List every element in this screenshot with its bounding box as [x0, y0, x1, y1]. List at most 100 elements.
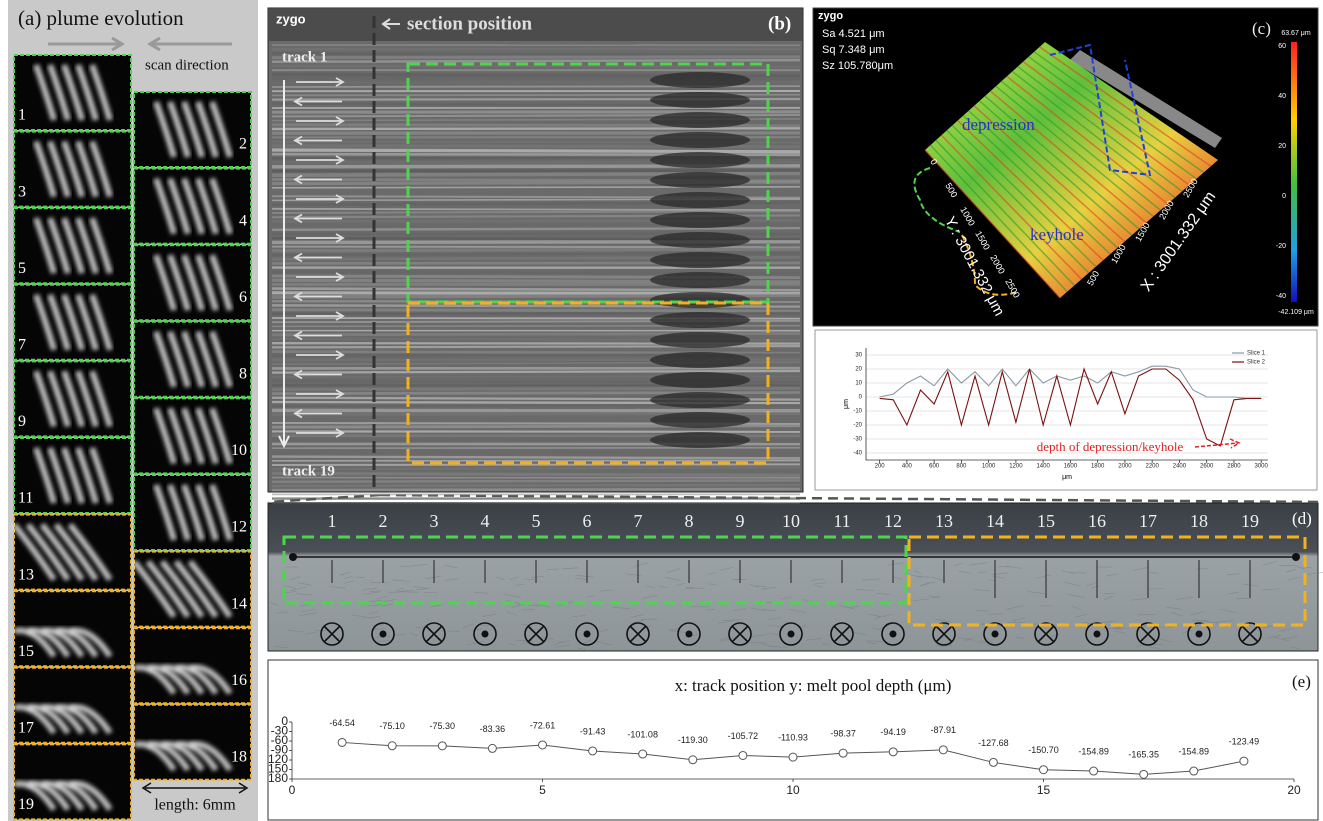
depression-label: depression: [962, 115, 1035, 134]
frame-number: 2: [239, 136, 247, 153]
value-label: -72.61: [530, 720, 556, 730]
length-label: length: 6mm: [154, 797, 236, 814]
track-number: 18: [1190, 511, 1208, 531]
annotation: depth of depression/keyhole: [1037, 439, 1184, 454]
weld-texture: [272, 249, 800, 251]
frame-number: 17: [18, 719, 34, 736]
track-number: 6: [583, 511, 592, 531]
x-tick-label: 2400: [1173, 464, 1187, 470]
data-point: [739, 751, 747, 759]
top-band: [269, 9, 802, 41]
colorbar-tick: 0: [1282, 193, 1286, 200]
legend-label: Slice 1: [1247, 351, 1266, 357]
track-number: 8: [685, 511, 694, 531]
weld-texture: [272, 66, 800, 67]
section-label: section position: [407, 13, 533, 34]
x-tick-label: 1400: [1036, 464, 1050, 470]
panel-b-label: (b): [768, 13, 791, 34]
weld-texture: [272, 170, 800, 171]
y-tick-label: -20: [853, 423, 862, 429]
melt-track: [650, 72, 750, 88]
frame-number: 6: [239, 289, 247, 306]
data-point: [1240, 757, 1248, 765]
weld-texture: [272, 150, 800, 152]
track-first: track 1: [282, 49, 327, 65]
value-label: -110.93: [778, 733, 808, 743]
data-point: [1090, 767, 1098, 775]
data-point: [989, 758, 997, 766]
track-number: 11: [833, 511, 850, 531]
frame-number: 4: [239, 212, 247, 229]
endpoint: [1292, 553, 1300, 561]
panel-e-label: (e): [1292, 672, 1311, 691]
value-label: -94.19: [880, 727, 906, 737]
weld-texture: [272, 60, 800, 62]
frame-number: 11: [18, 490, 33, 507]
track-number: 3: [430, 511, 439, 531]
x-tick-label: 2200: [1145, 464, 1159, 470]
track-number: 19: [1241, 511, 1259, 531]
track-number: 7: [634, 511, 643, 531]
track-number: 4: [481, 511, 490, 531]
legend-label: Slice 2: [1247, 360, 1266, 366]
y-tick-label: 20: [855, 367, 862, 373]
track-number: 9: [736, 511, 745, 531]
weld-texture: [272, 485, 800, 486]
melt-track: [650, 172, 750, 188]
value-label: -98.37: [830, 729, 856, 739]
x-tick-label: 2600: [1200, 464, 1214, 470]
value-label: -91.43: [580, 726, 606, 736]
surface-stat: Sz 105.780μm: [822, 60, 893, 72]
value-label: -75.10: [379, 721, 405, 731]
x-tick-label: 1000: [982, 464, 996, 470]
weld-texture: [272, 457, 800, 459]
value-label: -127.68: [978, 738, 1009, 748]
value-label: -154.89: [1179, 746, 1210, 756]
x-tick-label: 1600: [1064, 464, 1078, 470]
melt-track: [650, 332, 750, 348]
melt-track: [650, 252, 750, 268]
colorbar-max: 63.67 μm: [1281, 30, 1310, 37]
frame-number: 1: [18, 107, 26, 124]
y-tick-label: -30: [853, 437, 862, 443]
value-label: -119.30: [678, 735, 708, 745]
y-tick-label: 10: [855, 381, 862, 387]
weld-texture: [272, 289, 800, 291]
direction-dot: [890, 631, 897, 638]
data-point: [889, 748, 897, 756]
x-tick-label: 1200: [1009, 464, 1023, 470]
melt-track: [650, 392, 750, 408]
y-tick-label: 180: [268, 771, 288, 785]
melt-track: [650, 152, 750, 168]
x-tick-label: 200: [875, 464, 886, 470]
value-label: -150.70: [1028, 745, 1059, 755]
chart-title: x: track position y: melt pool depth (μm…: [675, 676, 952, 695]
melt-track: [650, 352, 750, 368]
value-label: -105.72: [728, 731, 759, 741]
frame-number: 18: [231, 748, 247, 765]
colorbar: [1291, 42, 1297, 302]
weld-texture: [272, 53, 800, 55]
data-point: [689, 756, 697, 764]
logo: zygo: [276, 11, 306, 26]
value-label: -165.35: [1128, 750, 1159, 760]
data-point: [488, 744, 496, 752]
x-axis-label: μm: [1062, 474, 1072, 481]
track-number: 10: [782, 511, 800, 531]
colorbar-tick: 20: [1278, 143, 1286, 150]
weld-texture: [272, 480, 800, 481]
weld-texture: [272, 310, 800, 312]
data-point: [539, 741, 547, 749]
direction-dot: [380, 631, 387, 638]
data-point: [939, 746, 947, 754]
data-point: [1140, 770, 1148, 778]
frame-number: 5: [18, 260, 26, 277]
frame-number: 8: [239, 365, 247, 382]
melt-track: [650, 292, 750, 308]
surface-stat: Sa 4.521 μm: [822, 28, 885, 40]
direction-dot: [992, 631, 999, 638]
x-tick-label: 3000: [1255, 464, 1269, 470]
x-tick-label: 0: [289, 783, 296, 797]
frame-number: 16: [231, 672, 247, 689]
weld-texture: [272, 473, 800, 475]
